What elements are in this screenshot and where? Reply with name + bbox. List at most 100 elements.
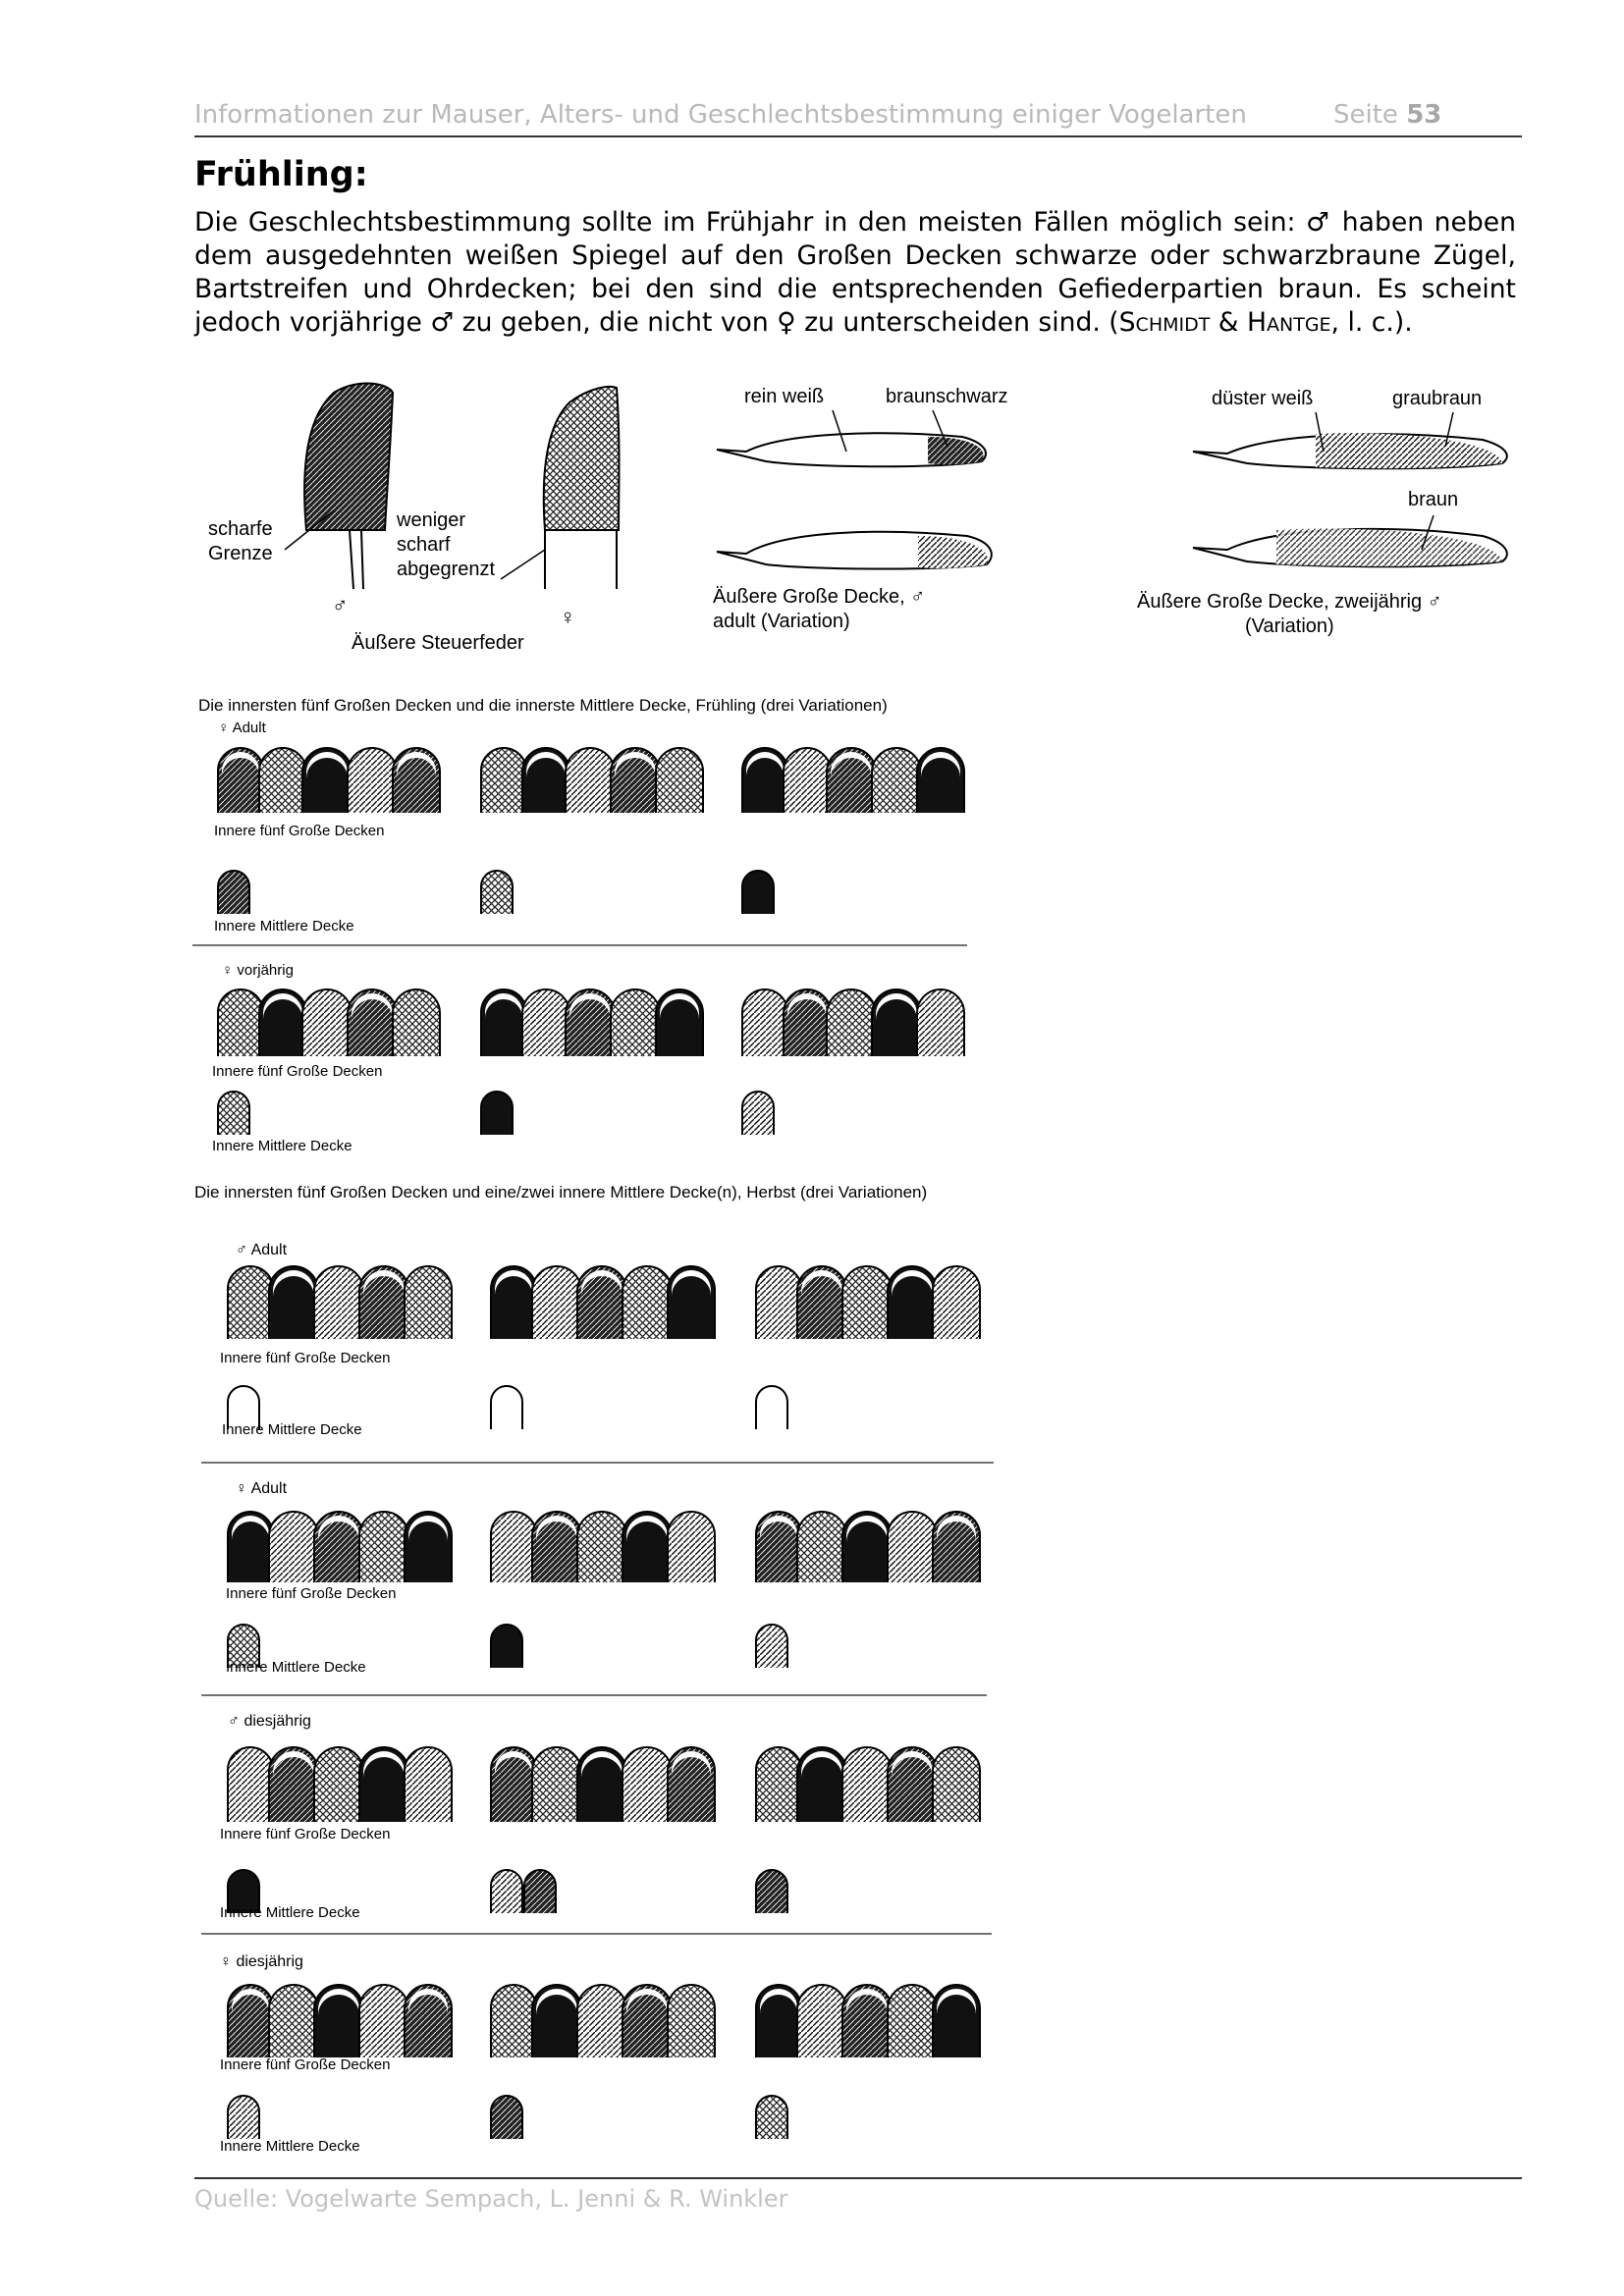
covert-feather [227, 1265, 274, 1339]
label-brown: braun [1408, 489, 1459, 510]
covert-feather [755, 1624, 788, 1668]
covert-feather [871, 747, 922, 813]
covert-feather [667, 1511, 716, 1582]
covert-feather [655, 988, 704, 1056]
section-heading: Frühling: [194, 155, 368, 194]
group-label: ♀ Adult [218, 720, 266, 736]
covert-feather [826, 747, 877, 813]
covert-feather [521, 747, 570, 813]
covert-feather [576, 1265, 627, 1339]
covert-feather [841, 1265, 893, 1339]
covert-feather [916, 747, 965, 813]
group-label: ♀ diesjährig [220, 1953, 303, 1970]
covert-feather [258, 988, 307, 1056]
covert-feather [480, 1091, 514, 1135]
covert-feather [227, 1511, 274, 1582]
covert-feather [480, 988, 527, 1056]
covert-feather [480, 870, 514, 914]
covert-feather [565, 747, 616, 813]
covert-feather [932, 1511, 981, 1582]
covert-feather [622, 1265, 673, 1339]
caption-secondyear-covert: Äußere Große Decke, zweijährig ♂ (Variat… [1137, 591, 1442, 637]
covert-feather [741, 747, 788, 813]
tail-feather-female [542, 385, 621, 589]
mid-covert-label: Innere Mittlere Decke [220, 1904, 360, 1921]
covert-secondyear-1 [1192, 433, 1508, 470]
covert-feather [667, 1984, 716, 2057]
covert-feather [301, 747, 352, 813]
big-coverts-label: Innere fünf Große Decken [226, 1585, 397, 1602]
covert-feather [841, 1511, 893, 1582]
footer-source: Quelle: Vogelwarte Sempach, L. Jenni & R… [194, 2185, 788, 2213]
group-label: ♂ diesjährig [228, 1713, 311, 1730]
page-header: Informationen zur Mauser, Alters- und Ge… [194, 98, 1522, 137]
covert-feather [301, 988, 352, 1056]
covert-feather [826, 988, 877, 1056]
label-dull-white: düster weiß [1212, 388, 1314, 409]
covert-feather [796, 1265, 847, 1339]
covert-adult-1 [716, 432, 987, 468]
covert-feather [347, 747, 398, 813]
covert-feather [392, 747, 441, 813]
covert-feather [576, 1984, 627, 2057]
symbol-female: ♀ [560, 605, 576, 629]
covert-feather [576, 1511, 627, 1582]
group-label: ♀ vorjährig [222, 962, 294, 979]
mid-covert-label: Innere Mittlere Decke [220, 2138, 360, 2155]
group-label: ♀ Adult [236, 1480, 288, 1497]
covert-feather [667, 1746, 716, 1822]
covert-feather [741, 870, 775, 914]
covert-feather [227, 2095, 260, 2139]
covert-feather [887, 1746, 938, 1822]
covert-feather [347, 988, 398, 1056]
covert-feather [667, 1265, 716, 1339]
covert-feather [655, 747, 704, 813]
covert-feather [404, 1746, 453, 1822]
label-sharp-border: scharfe Grenze [208, 518, 273, 564]
big-coverts-label: Innere fünf Große Decken [220, 2056, 391, 2073]
covert-feather [313, 1511, 364, 1582]
covert-feather [227, 1869, 260, 1913]
covert-feather [313, 1746, 364, 1822]
covert-feather [521, 988, 570, 1056]
covert-feather [490, 1624, 523, 1668]
covert-feather [741, 988, 788, 1056]
covert-feather [217, 747, 264, 813]
big-coverts-label: Innere fünf Große Decken [212, 1063, 383, 1080]
covert-feather [841, 1984, 893, 2057]
covert-feather [622, 1984, 673, 2057]
covert-feather [217, 870, 250, 914]
covert-feather [227, 1984, 274, 2057]
covert-feather [565, 988, 616, 1056]
covert-adult-2 [716, 530, 993, 570]
covert-feather [313, 1984, 364, 2057]
covert-feather [755, 1511, 802, 1582]
covert-feather [610, 747, 661, 813]
covert-feather [755, 1385, 788, 1429]
covert-feather [932, 1984, 981, 2057]
covert-feather [755, 1869, 788, 1913]
covert-feather [523, 1869, 557, 1913]
pointer-line [832, 409, 948, 453]
covert-feather [313, 1265, 364, 1339]
caption-tail-feather: Äußere Steuerfeder [352, 632, 524, 654]
covert-feather [358, 1984, 409, 2057]
covert-feather [490, 2095, 523, 2139]
covert-feather [932, 1265, 981, 1339]
covert-feather [796, 1746, 847, 1822]
covert-feather [610, 988, 661, 1056]
big-coverts-label: Innere fünf Große Decken [214, 823, 385, 839]
covert-feather [217, 1091, 250, 1135]
covert-feather [916, 988, 965, 1056]
mid-covert-label: Innere Mittlere Decke [212, 1138, 352, 1154]
body-paragraph: Die Geschlechtsbestimmung sollte im Früh… [194, 207, 1516, 338]
footer-rule [194, 2177, 1522, 2179]
covert-feather [227, 1624, 260, 1668]
pointer-line [1315, 411, 1454, 551]
covert-feather [841, 1746, 893, 1822]
covert-feather [783, 988, 832, 1056]
spring-title: Die innersten fünf Großen Decken und die… [198, 696, 888, 715]
label-grey-brown: graubraun [1392, 388, 1483, 409]
covert-feather [392, 988, 441, 1056]
covert-feather [887, 1984, 938, 2057]
